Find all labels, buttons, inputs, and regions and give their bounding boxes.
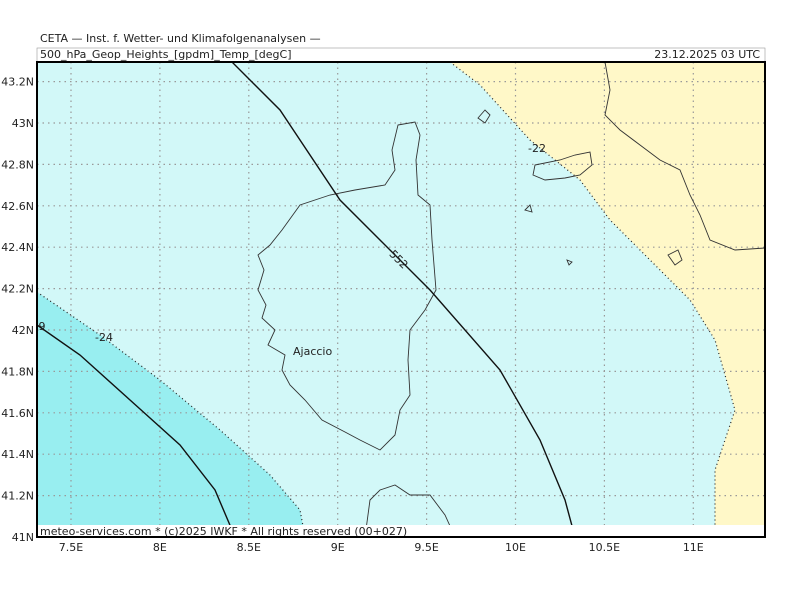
coastline-corsica bbox=[257, 121, 437, 451]
place-label: Ajaccio bbox=[293, 345, 332, 358]
coastline-sardinia bbox=[364, 484, 456, 537]
coastline-italy bbox=[604, 62, 765, 251]
lon-label: 8E bbox=[153, 541, 167, 554]
footer-bar bbox=[37, 525, 765, 537]
header-title: CETA — Inst. f. Wetter- und Klimafolgena… bbox=[40, 32, 321, 45]
temp-band-warm bbox=[450, 62, 765, 537]
lat-label: 41N bbox=[12, 531, 34, 544]
lat-label: 43N bbox=[12, 117, 34, 130]
lat-label: 41.8N bbox=[1, 365, 34, 378]
temp-band-cold bbox=[37, 292, 305, 537]
footer: meteo-services.com * (c)2025 IWKF * All … bbox=[40, 525, 407, 538]
map-area: 552 -22 -24 -9 Ajaccio meteo-services.co… bbox=[35, 62, 765, 538]
lon-label: 9.5E bbox=[414, 541, 438, 554]
lon-label: 11E bbox=[683, 541, 704, 554]
lat-label: 42.2N bbox=[1, 283, 34, 296]
temp-isoline bbox=[449, 62, 736, 537]
valid-time: 23.12.2025 03 UTC bbox=[654, 48, 760, 61]
coastline-elba bbox=[532, 151, 593, 181]
lon-label: 8.5E bbox=[237, 541, 261, 554]
contour-label: -22 bbox=[528, 142, 546, 155]
lat-label: 42.6N bbox=[1, 200, 34, 213]
geopotential-isoline bbox=[37, 324, 236, 537]
lat-label: 42.8N bbox=[1, 158, 34, 171]
field-label: 500_hPa_Geop_Heights_[gpdm]_Temp_[degC] bbox=[40, 48, 292, 61]
lon-label: 7.5E bbox=[59, 541, 83, 554]
coastline-islands bbox=[477, 109, 683, 266]
temp-isoline bbox=[37, 291, 306, 537]
contour-label: -9 bbox=[35, 320, 46, 333]
lon-label: 9E bbox=[331, 541, 345, 554]
lat-label: 41.2N bbox=[1, 490, 34, 503]
lat-label: 41.6N bbox=[1, 407, 34, 420]
lon-label: 10.5E bbox=[589, 541, 620, 554]
lon-label: 10E bbox=[505, 541, 526, 554]
map-frame bbox=[36, 61, 766, 538]
lat-label: 43.2N bbox=[1, 76, 34, 89]
lat-label: 41.4N bbox=[1, 448, 34, 461]
contour-label: -24 bbox=[95, 331, 113, 344]
graticule bbox=[37, 62, 765, 537]
lat-label: 42N bbox=[12, 324, 34, 337]
lat-label: 42.4N bbox=[1, 241, 34, 254]
geopotential-isoline bbox=[231, 62, 576, 537]
